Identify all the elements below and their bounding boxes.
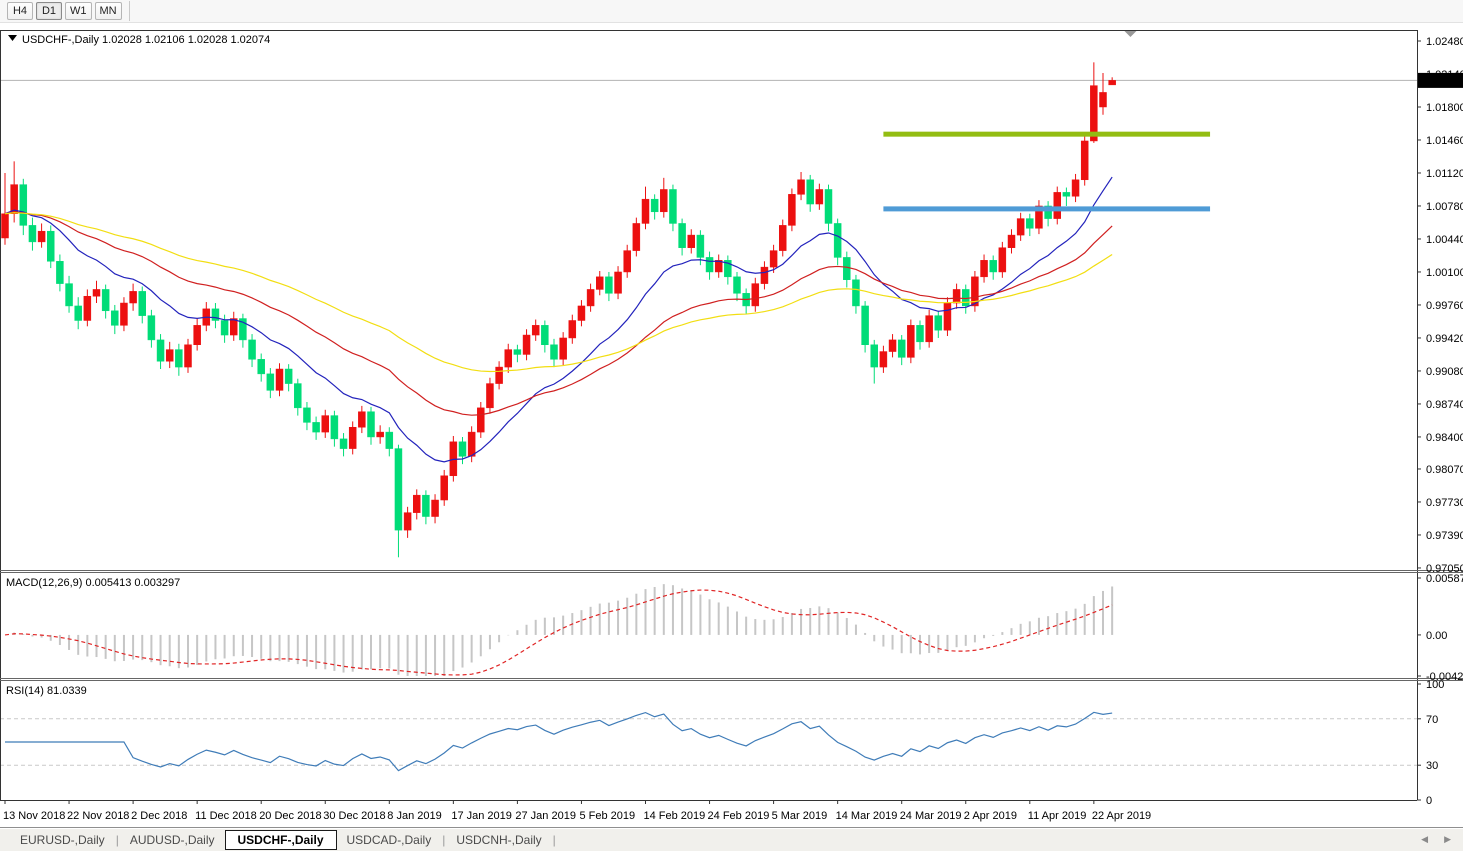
date-axis-label: 22 Apr 2019 xyxy=(1092,810,1151,822)
price-axis-label: 0.98070 xyxy=(1426,464,1463,476)
date-axis: 13 Nov 2018 22 Nov 2018 2 Dec 2018 11 Dec 2… xyxy=(3,800,1151,822)
date-axis-label: 17 Jan 2019 xyxy=(451,810,512,822)
timeframe-button-d1[interactable]: D1 xyxy=(36,2,62,20)
date-axis-label: 14 Feb 2019 xyxy=(644,810,706,822)
date-axis-label: 8 Jan 2019 xyxy=(387,810,441,822)
price-axis-label: 1.01460 xyxy=(1426,135,1463,147)
date-axis-label: 5 Feb 2019 xyxy=(579,810,635,822)
price-axis-label: 0.97730 xyxy=(1426,497,1463,509)
date-axis-label: 5 Mar 2019 xyxy=(772,810,828,822)
price-axis-label: 1.01800 xyxy=(1426,102,1463,114)
ma-fast-blue xyxy=(4,176,1113,463)
tab-label: EURUSD-,Daily xyxy=(20,832,105,847)
date-axis-label: 11 Dec 2018 xyxy=(195,810,257,822)
date-axis-label: 27 Jan 2019 xyxy=(515,810,576,822)
timeframe-button-mn[interactable]: MN xyxy=(94,2,122,20)
chart-title: USDCHF-,Daily 1.02028 1.02106 1.02028 1.… xyxy=(22,34,270,46)
tab-label: USDCHF-,Daily xyxy=(237,832,324,847)
rsi-panel[interactable]: RSI(14) 81.0339 xyxy=(0,685,1417,772)
price-axis-label: 0.99420 xyxy=(1426,333,1463,345)
price-axis-label: 0.98740 xyxy=(1426,399,1463,411)
ma-slow-yellow xyxy=(4,212,1113,373)
chart-shift-marker-icon[interactable] xyxy=(1124,31,1137,37)
panel-splitter-1[interactable] xyxy=(0,570,1463,573)
price-axis-label: 0.97050 xyxy=(1426,563,1463,575)
price-axis-label: 0.97390 xyxy=(1426,530,1463,542)
chart-container[interactable]: USDCHF-,Daily 1.02028 1.02106 1.02028 1.… xyxy=(0,30,1463,827)
tab-usdchf-daily[interactable]: USDCHF-,Daily xyxy=(224,829,337,850)
price-axis-label: 1.00780 xyxy=(1426,201,1463,213)
date-axis-label: 22 Nov 2018 xyxy=(67,810,129,822)
macd-axis-label: -0.004238 xyxy=(1426,671,1463,683)
date-axis-label: 24 Feb 2019 xyxy=(708,810,770,822)
timeframe-button-h4[interactable]: H4 xyxy=(7,2,33,20)
date-axis-label: 13 Nov 2018 xyxy=(3,810,65,822)
tab-usdcnh-daily[interactable]: USDCNH-,Daily xyxy=(446,831,551,849)
current-price-tag xyxy=(1418,72,1463,88)
tab-usdcad-daily[interactable]: USDCAD-,Daily xyxy=(337,831,442,849)
rsi-axis-label: 30 xyxy=(1426,760,1438,772)
toolbar-separator xyxy=(128,1,130,21)
timeframe-toolbar: H4 D1 W1 MN xyxy=(0,0,1463,23)
tab-separator: | xyxy=(442,832,446,847)
rsi-axis-label: 0 xyxy=(1426,795,1432,807)
date-axis-label: 20 Dec 2018 xyxy=(259,810,321,822)
symbol-dropdown-icon[interactable] xyxy=(8,35,17,41)
tab-eurusd-daily[interactable]: EURUSD-,Daily xyxy=(10,831,115,849)
date-axis-label: 30 Dec 2018 xyxy=(323,810,385,822)
date-axis-label: 14 Mar 2019 xyxy=(836,810,898,822)
tab-scroll-left-icon[interactable]: ◀ xyxy=(1421,834,1429,844)
price-axis-label: 0.99760 xyxy=(1426,300,1463,312)
price-axis-label: 1.02480 xyxy=(1426,36,1463,48)
rsi-line xyxy=(5,711,1113,772)
resistance-line-upper[interactable] xyxy=(883,131,1211,137)
tab-scroll-right-icon[interactable]: ▶ xyxy=(1444,834,1451,844)
price-axis-label: 1.01120 xyxy=(1426,168,1463,180)
macd-panel[interactable]: MACD(12,26,9) 0.005413 0.003297 xyxy=(4,577,1114,676)
tab-label: USDCAD-,Daily xyxy=(346,832,432,847)
price-axis-label: 0.98400 xyxy=(1426,432,1463,444)
rsi-axis-label: 100 xyxy=(1426,679,1444,691)
timeframe-button-w1[interactable]: W1 xyxy=(65,2,92,20)
price-axis-label: 1.00440 xyxy=(1426,234,1463,246)
main-price-panel[interactable]: USDCHF-,Daily 1.02028 1.02106 1.02028 1.… xyxy=(0,31,1417,558)
macd-histogram xyxy=(13,584,1114,676)
price-chart-svg[interactable]: USDCHF-,Daily 1.02028 1.02106 1.02028 1.… xyxy=(0,30,1463,827)
date-axis-label: 11 Apr 2019 xyxy=(1028,810,1087,822)
tab-label: USDCNH-,Daily xyxy=(456,832,542,847)
ma-mid-red xyxy=(4,211,1113,416)
current-price-tag-label: 1.02074 xyxy=(1421,75,1461,87)
tab-label: AUDUSD-,Daily xyxy=(129,832,215,847)
date-axis-label: 2 Apr 2019 xyxy=(964,810,1017,822)
date-axis-label: 2 Dec 2018 xyxy=(131,810,187,822)
macd-axis-label: 0.005873 xyxy=(1426,573,1463,585)
macd-axis-label: 0.00 xyxy=(1426,630,1447,642)
price-axis-label: 1.00100 xyxy=(1426,267,1463,279)
macd-signal-line xyxy=(4,589,1113,676)
tab-audusd-daily[interactable]: AUDUSD-,Daily xyxy=(120,831,225,849)
symbol-tab-bar: EURUSD-,Daily | AUDUSD-,Daily USDCHF-,Da… xyxy=(0,827,1463,851)
resistance-line-lower[interactable] xyxy=(883,206,1211,212)
tab-separator: | xyxy=(552,832,556,847)
panel-splitter-2[interactable] xyxy=(0,678,1463,681)
rsi-axis-label: 70 xyxy=(1426,714,1438,726)
tab-scrollers: ◀ ▶ xyxy=(1421,834,1451,845)
tab-separator: | xyxy=(115,832,119,847)
macd-label: MACD(12,26,9) 0.005413 0.003297 xyxy=(6,577,180,589)
axes: 1.024801.021401.018001.014601.011201.007… xyxy=(0,30,1463,822)
price-axis-label: 0.99080 xyxy=(1426,366,1463,378)
date-axis-label: 24 Mar 2019 xyxy=(900,810,962,822)
rsi-label: RSI(14) 81.0339 xyxy=(6,685,87,697)
